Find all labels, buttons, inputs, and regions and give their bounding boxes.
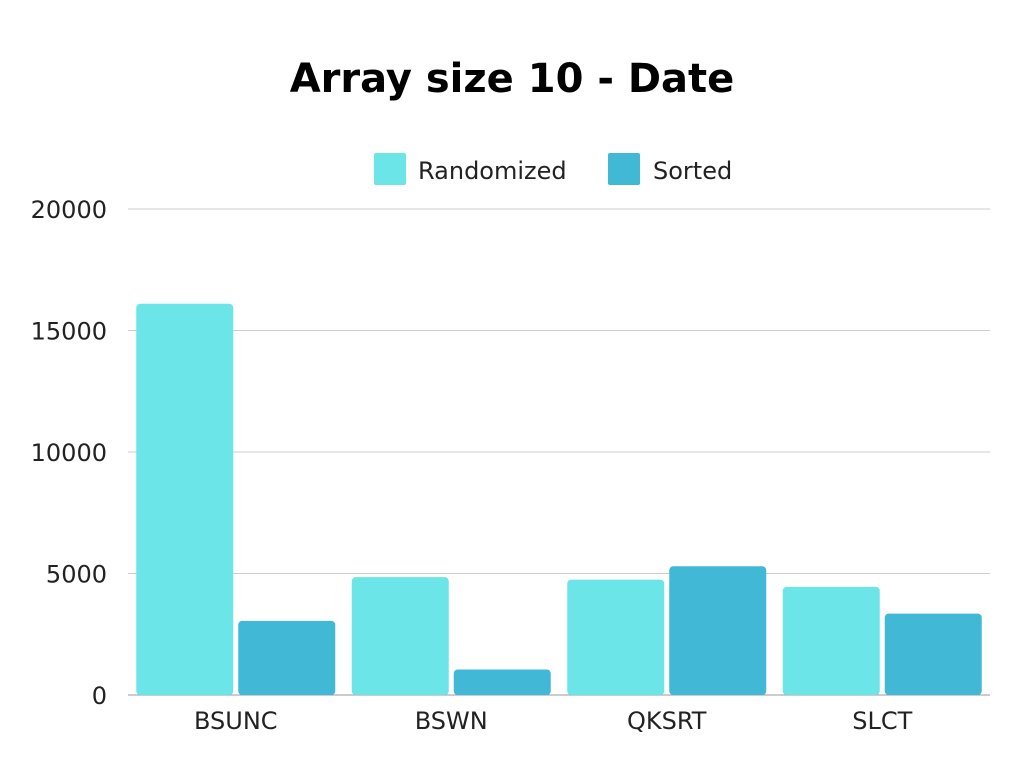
legend-swatch-sorted <box>608 153 640 185</box>
bar-sorted-bswn <box>453 669 551 695</box>
bars <box>136 303 982 695</box>
legend-label-randomized: Randomized <box>418 157 567 185</box>
y-axis-ticks: 0 5000 10000 15000 20000 <box>31 196 107 710</box>
y-tick-label: 10000 <box>31 439 107 467</box>
bar-sorted-bsunc <box>238 620 336 695</box>
bar-randomized-qksrt <box>567 579 665 695</box>
y-tick-label: 0 <box>92 682 107 710</box>
chart-title: Array size 10 - Date <box>290 56 735 102</box>
x-axis-labels: BSUNC BSWN QKSRT SLCT <box>194 707 913 735</box>
y-tick-label: 15000 <box>31 318 107 346</box>
bar-randomized-slct <box>782 586 880 695</box>
bar-randomized-bsunc <box>136 303 234 695</box>
y-tick-label: 20000 <box>31 196 107 224</box>
bar-sorted-slct <box>884 613 982 695</box>
bar-randomized-bswn <box>351 577 449 695</box>
y-tick-label: 5000 <box>46 561 107 589</box>
x-category-label: BSWN <box>415 707 488 735</box>
legend-label-sorted: Sorted <box>653 157 732 185</box>
x-category-label: BSUNC <box>194 707 278 735</box>
x-category-label: QKSRT <box>627 707 707 735</box>
legend: Randomized Sorted <box>374 153 732 185</box>
x-category-label: SLCT <box>852 707 912 735</box>
bar-sorted-qksrt <box>669 566 767 695</box>
legend-swatch-randomized <box>374 153 406 185</box>
